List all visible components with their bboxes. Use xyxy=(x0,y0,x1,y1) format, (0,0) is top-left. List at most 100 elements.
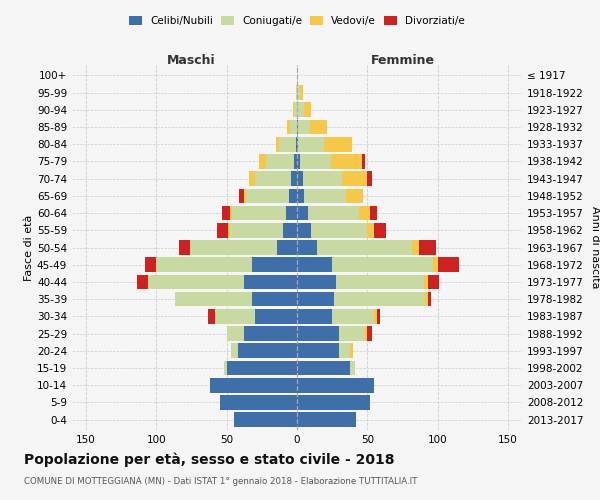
Bar xyxy=(293,102,294,117)
Bar xyxy=(294,154,297,168)
Bar xyxy=(210,378,297,392)
Bar xyxy=(359,206,370,220)
Bar xyxy=(175,292,252,306)
Bar xyxy=(223,206,229,220)
Bar xyxy=(350,344,353,358)
Bar xyxy=(425,292,428,306)
Bar xyxy=(428,292,431,306)
Bar xyxy=(227,360,297,376)
Bar xyxy=(224,360,227,376)
Bar xyxy=(294,102,297,117)
Bar xyxy=(297,326,339,341)
Bar xyxy=(231,344,238,358)
Bar xyxy=(297,172,302,186)
Bar xyxy=(297,360,350,376)
Bar xyxy=(249,172,255,186)
Text: COMUNE DI MOTTEGGIANA (MN) - Dati ISTAT 1° gennaio 2018 - Elaborazione TUTTITALI: COMUNE DI MOTTEGGIANA (MN) - Dati ISTAT … xyxy=(24,478,418,486)
Bar xyxy=(297,137,298,152)
Bar xyxy=(287,120,290,134)
Bar xyxy=(252,258,297,272)
Bar xyxy=(297,378,374,392)
Bar xyxy=(339,326,365,341)
Bar xyxy=(332,258,433,272)
Bar xyxy=(304,188,346,203)
Bar xyxy=(227,326,244,341)
Bar xyxy=(334,292,425,306)
Bar xyxy=(220,395,297,410)
Bar xyxy=(311,223,367,238)
Bar xyxy=(377,309,380,324)
Bar xyxy=(247,188,289,203)
Bar xyxy=(374,223,386,238)
Bar xyxy=(148,274,244,289)
Bar xyxy=(297,258,332,272)
Bar xyxy=(350,360,355,376)
Bar xyxy=(283,223,297,238)
Bar xyxy=(324,137,352,152)
Bar xyxy=(332,309,374,324)
Bar xyxy=(370,206,377,220)
Bar xyxy=(279,137,296,152)
Bar xyxy=(367,223,374,238)
Bar xyxy=(297,309,332,324)
Bar xyxy=(244,188,247,203)
Bar xyxy=(297,85,300,100)
Text: Popolazione per età, sesso e stato civile - 2018: Popolazione per età, sesso e stato civil… xyxy=(24,452,395,467)
Bar xyxy=(137,274,148,289)
Bar xyxy=(297,102,304,117)
Bar xyxy=(308,206,359,220)
Bar xyxy=(297,240,317,255)
Bar xyxy=(297,120,298,134)
Bar xyxy=(297,154,300,168)
Bar xyxy=(310,120,326,134)
Bar xyxy=(367,326,371,341)
Bar xyxy=(331,154,362,168)
Bar xyxy=(239,188,244,203)
Bar xyxy=(346,188,363,203)
Bar xyxy=(297,274,337,289)
Legend: Celibi/Nubili, Coniugati/e, Vedovi/e, Divorziati/e: Celibi/Nubili, Coniugati/e, Vedovi/e, Di… xyxy=(125,12,469,30)
Bar xyxy=(217,223,228,238)
Bar xyxy=(296,85,297,100)
Bar xyxy=(255,309,297,324)
Bar xyxy=(337,274,424,289)
Bar xyxy=(277,240,297,255)
Bar xyxy=(298,120,310,134)
Bar xyxy=(289,188,297,203)
Bar xyxy=(259,154,266,168)
Bar xyxy=(297,223,311,238)
Bar xyxy=(297,395,370,410)
Bar xyxy=(229,223,283,238)
Bar xyxy=(238,344,297,358)
Bar xyxy=(433,258,437,272)
Bar xyxy=(244,326,297,341)
Bar xyxy=(297,412,356,427)
Bar xyxy=(374,309,377,324)
Bar xyxy=(297,206,308,220)
Bar xyxy=(304,102,311,117)
Text: Maschi: Maschi xyxy=(167,54,216,66)
Bar xyxy=(298,137,324,152)
Bar xyxy=(276,137,279,152)
Bar xyxy=(419,240,436,255)
Bar xyxy=(290,120,297,134)
Bar xyxy=(179,240,190,255)
Bar xyxy=(412,240,419,255)
Bar xyxy=(190,240,277,255)
Bar xyxy=(286,206,297,220)
Bar xyxy=(215,309,255,324)
Bar xyxy=(297,292,334,306)
Bar xyxy=(300,85,302,100)
Bar xyxy=(297,344,339,358)
Bar xyxy=(297,188,304,203)
Bar xyxy=(362,154,365,168)
Bar xyxy=(255,172,292,186)
Bar xyxy=(342,172,367,186)
Bar xyxy=(208,309,215,324)
Bar xyxy=(234,412,297,427)
Bar xyxy=(292,172,297,186)
Y-axis label: Anni di nascita: Anni di nascita xyxy=(590,206,600,289)
Bar xyxy=(244,274,297,289)
Bar xyxy=(252,292,297,306)
Bar xyxy=(229,206,232,220)
